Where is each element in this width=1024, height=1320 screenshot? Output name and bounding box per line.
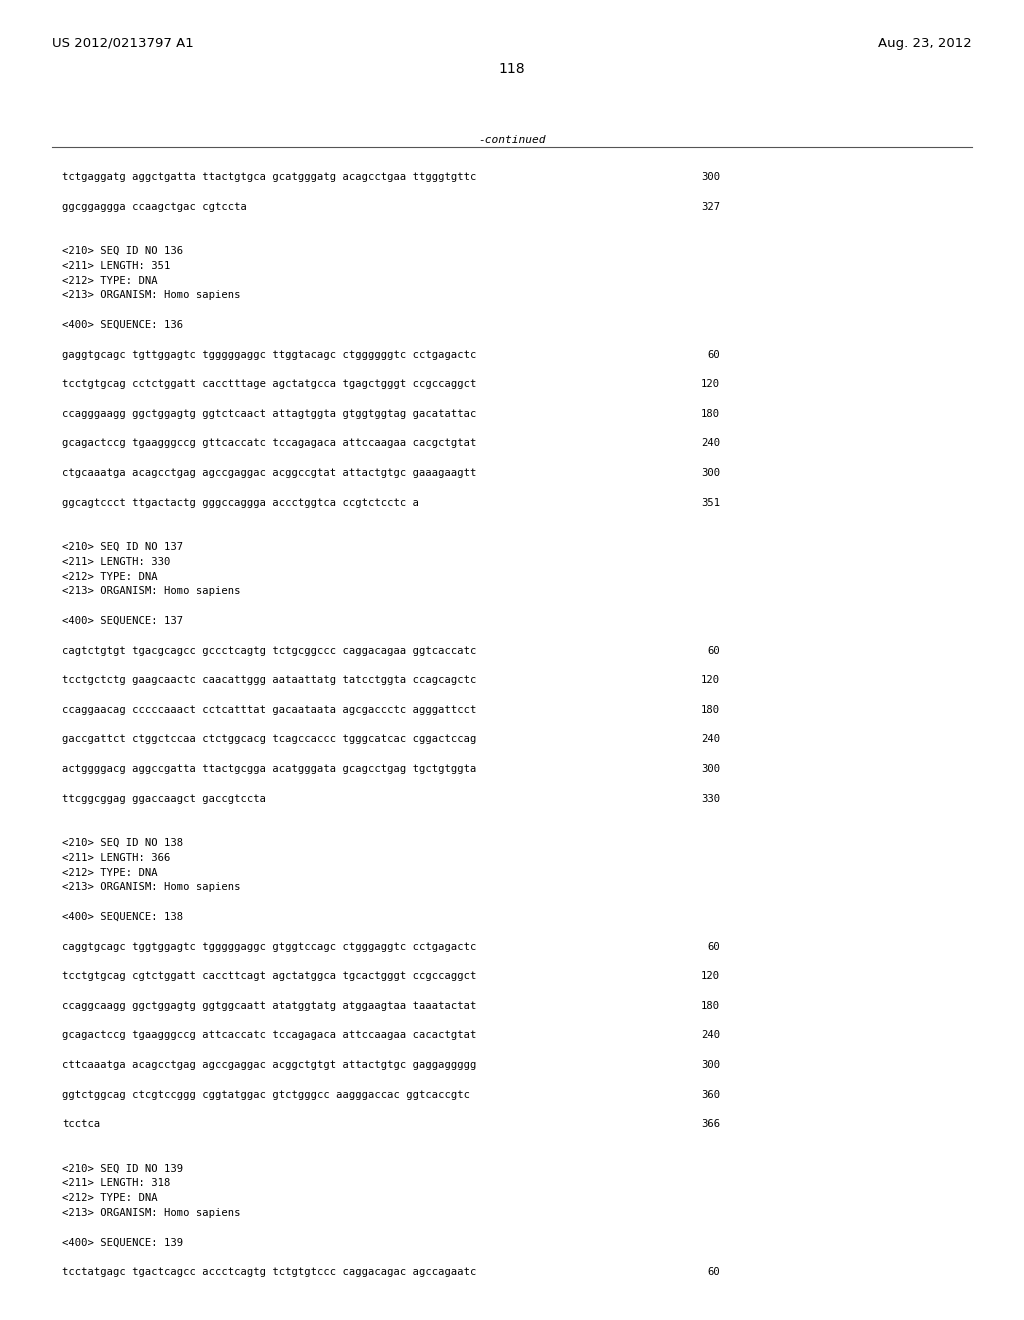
- Text: <211> LENGTH: 330: <211> LENGTH: 330: [62, 557, 170, 566]
- Text: ggcagtccct ttgactactg gggccaggga accctggtca ccgtctcctc a: ggcagtccct ttgactactg gggccaggga accctgg…: [62, 498, 419, 508]
- Text: tctgaggatg aggctgatta ttactgtgca gcatgggatg acagcctgaa ttgggtgttc: tctgaggatg aggctgatta ttactgtgca gcatggg…: [62, 172, 476, 182]
- Text: <211> LENGTH: 366: <211> LENGTH: 366: [62, 853, 170, 863]
- Text: 240: 240: [700, 438, 720, 449]
- Text: <212> TYPE: DNA: <212> TYPE: DNA: [62, 1193, 158, 1204]
- Text: caggtgcagc tggtggagtc tgggggaggc gtggtccagc ctgggaggtc cctgagactc: caggtgcagc tggtggagtc tgggggaggc gtggtcc…: [62, 941, 476, 952]
- Text: ggcggaggga ccaagctgac cgtccta: ggcggaggga ccaagctgac cgtccta: [62, 202, 247, 211]
- Text: tcctgtgcag cgtctggatt caccttcagt agctatggca tgcactgggt ccgccaggct: tcctgtgcag cgtctggatt caccttcagt agctatg…: [62, 972, 476, 981]
- Text: 330: 330: [700, 793, 720, 804]
- Text: ccaggcaagg ggctggagtg ggtggcaatt atatggtatg atggaagtaa taaatactat: ccaggcaagg ggctggagtg ggtggcaatt atatggt…: [62, 1001, 476, 1011]
- Text: 60: 60: [708, 941, 720, 952]
- Text: gaggtgcagc tgttggagtc tgggggaggc ttggtacagc ctggggggtc cctgagactc: gaggtgcagc tgttggagtc tgggggaggc ttggtac…: [62, 350, 476, 359]
- Text: 327: 327: [700, 202, 720, 211]
- Text: 60: 60: [708, 645, 720, 656]
- Text: cagtctgtgt tgacgcagcc gccctcagtg tctgcggccc caggacagaa ggtcaccatc: cagtctgtgt tgacgcagcc gccctcagtg tctgcgg…: [62, 645, 476, 656]
- Text: cttcaaatga acagcctgag agccgaggac acggctgtgt attactgtgc gaggaggggg: cttcaaatga acagcctgag agccgaggac acggctg…: [62, 1060, 476, 1071]
- Text: actggggacg aggccgatta ttactgcgga acatgggata gcagcctgag tgctgtggta: actggggacg aggccgatta ttactgcgga acatggg…: [62, 764, 476, 774]
- Text: 240: 240: [700, 1031, 720, 1040]
- Text: 351: 351: [700, 498, 720, 508]
- Text: ggtctggcag ctcgtccggg cggtatggac gtctgggcc aagggaccac ggtcaccgtc: ggtctggcag ctcgtccggg cggtatggac gtctggg…: [62, 1089, 470, 1100]
- Text: 360: 360: [700, 1089, 720, 1100]
- Text: <213> ORGANISM: Homo sapiens: <213> ORGANISM: Homo sapiens: [62, 882, 241, 892]
- Text: ccaggaacag cccccaaact cctcatttat gacaataata agcgaccctc agggattcct: ccaggaacag cccccaaact cctcatttat gacaata…: [62, 705, 476, 715]
- Text: tcctca: tcctca: [62, 1119, 100, 1129]
- Text: 366: 366: [700, 1119, 720, 1129]
- Text: tcctgctctg gaagcaactc caacattggg aataattatg tatcctggta ccagcagctc: tcctgctctg gaagcaactc caacattggg aataatt…: [62, 676, 476, 685]
- Text: <400> SEQUENCE: 139: <400> SEQUENCE: 139: [62, 1238, 183, 1247]
- Text: <210> SEQ ID NO 139: <210> SEQ ID NO 139: [62, 1164, 183, 1173]
- Text: <212> TYPE: DNA: <212> TYPE: DNA: [62, 867, 158, 878]
- Text: <213> ORGANISM: Homo sapiens: <213> ORGANISM: Homo sapiens: [62, 1208, 241, 1218]
- Text: <212> TYPE: DNA: <212> TYPE: DNA: [62, 276, 158, 285]
- Text: 120: 120: [700, 972, 720, 981]
- Text: <210> SEQ ID NO 138: <210> SEQ ID NO 138: [62, 838, 183, 847]
- Text: 180: 180: [700, 1001, 720, 1011]
- Text: <211> LENGTH: 351: <211> LENGTH: 351: [62, 261, 170, 271]
- Text: 118: 118: [499, 62, 525, 77]
- Text: tcctgtgcag cctctggatt cacctttage agctatgcca tgagctgggt ccgccaggct: tcctgtgcag cctctggatt cacctttage agctatg…: [62, 379, 476, 389]
- Text: 300: 300: [700, 764, 720, 774]
- Text: 180: 180: [700, 409, 720, 418]
- Text: 240: 240: [700, 734, 720, 744]
- Text: 60: 60: [708, 350, 720, 359]
- Text: 60: 60: [708, 1267, 720, 1278]
- Text: gcagactccg tgaagggccg attcaccatc tccagagaca attccaagaa cacactgtat: gcagactccg tgaagggccg attcaccatc tccagag…: [62, 1031, 476, 1040]
- Text: ttcggcggag ggaccaagct gaccgtccta: ttcggcggag ggaccaagct gaccgtccta: [62, 793, 266, 804]
- Text: 120: 120: [700, 676, 720, 685]
- Text: <400> SEQUENCE: 136: <400> SEQUENCE: 136: [62, 319, 183, 330]
- Text: ctgcaaatga acagcctgag agccgaggac acggccgtat attactgtgc gaaagaagtt: ctgcaaatga acagcctgag agccgaggac acggccg…: [62, 469, 476, 478]
- Text: US 2012/0213797 A1: US 2012/0213797 A1: [52, 37, 194, 50]
- Text: tcctatgagc tgactcagcc accctcagtg tctgtgtccc caggacagac agccagaatc: tcctatgagc tgactcagcc accctcagtg tctgtgt…: [62, 1267, 476, 1278]
- Text: <210> SEQ ID NO 136: <210> SEQ ID NO 136: [62, 246, 183, 256]
- Text: 300: 300: [700, 469, 720, 478]
- Text: ccagggaagg ggctggagtg ggtctcaact attagtggta gtggtggtag gacatattac: ccagggaagg ggctggagtg ggtctcaact attagtg…: [62, 409, 476, 418]
- Text: gcagactccg tgaagggccg gttcaccatc tccagagaca attccaagaa cacgctgtat: gcagactccg tgaagggccg gttcaccatc tccagag…: [62, 438, 476, 449]
- Text: Aug. 23, 2012: Aug. 23, 2012: [879, 37, 972, 50]
- Text: <210> SEQ ID NO 137: <210> SEQ ID NO 137: [62, 543, 183, 552]
- Text: <211> LENGTH: 318: <211> LENGTH: 318: [62, 1179, 170, 1188]
- Text: 180: 180: [700, 705, 720, 715]
- Text: gaccgattct ctggctccaa ctctggcacg tcagccaccc tgggcatcac cggactccag: gaccgattct ctggctccaa ctctggcacg tcagcca…: [62, 734, 476, 744]
- Text: 120: 120: [700, 379, 720, 389]
- Text: -continued: -continued: [478, 135, 546, 145]
- Text: <213> ORGANISM: Homo sapiens: <213> ORGANISM: Homo sapiens: [62, 586, 241, 597]
- Text: <400> SEQUENCE: 137: <400> SEQUENCE: 137: [62, 616, 183, 626]
- Text: <213> ORGANISM: Homo sapiens: <213> ORGANISM: Homo sapiens: [62, 290, 241, 301]
- Text: <400> SEQUENCE: 138: <400> SEQUENCE: 138: [62, 912, 183, 921]
- Text: 300: 300: [700, 1060, 720, 1071]
- Text: <212> TYPE: DNA: <212> TYPE: DNA: [62, 572, 158, 582]
- Text: 300: 300: [700, 172, 720, 182]
